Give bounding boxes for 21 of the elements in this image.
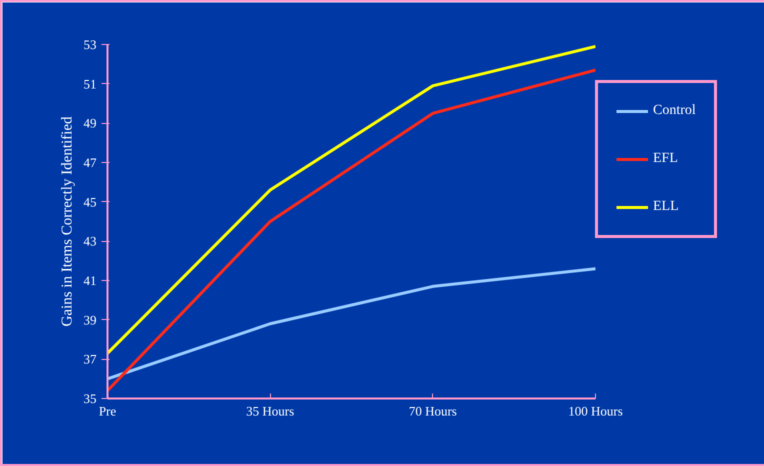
y-tick-label: 37 [84, 352, 97, 367]
y-tick-label: 53 [84, 37, 96, 52]
y-tick-label: 47 [84, 155, 97, 170]
x-tick-label: 70 Hours [408, 404, 457, 418]
y-tick-label: 35 [84, 391, 96, 406]
legend-label: ELL [653, 199, 679, 215]
y-axis-title: Gains in Items Correctly Identified [60, 116, 76, 326]
y-tick-label: 39 [84, 312, 96, 328]
line-series [108, 267, 596, 380]
y-tick-label: 45 [84, 194, 96, 210]
y-tick-label: 41 [84, 273, 96, 288]
legend-label: Control [653, 103, 696, 119]
x-tick-label: 100 Hours [568, 404, 623, 418]
line-series [108, 68, 596, 392]
x-tick-label: Pre [98, 404, 116, 418]
y-tick-label: 43 [84, 234, 96, 249]
x-tick-label: 35 Hours [246, 404, 294, 418]
y-tick-label: 51 [84, 76, 96, 92]
legend-label: EFL [653, 151, 678, 167]
y-tick-label: 49 [84, 116, 96, 131]
line-series [108, 44, 596, 355]
